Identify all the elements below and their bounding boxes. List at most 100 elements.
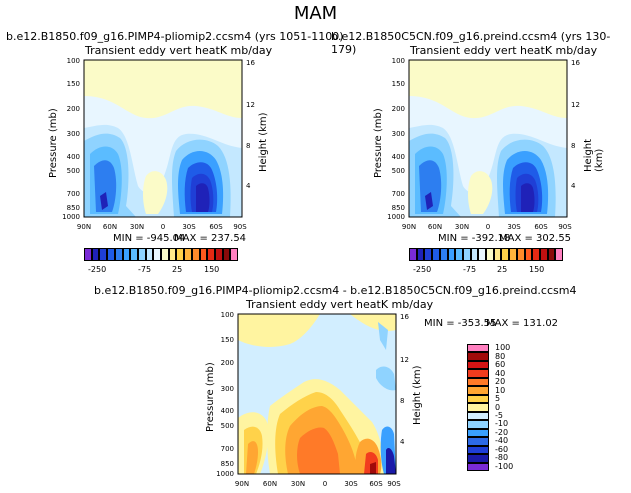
colorbar-swatch [467,445,489,455]
colorbar-swatch [467,394,489,404]
colorbar-swatch [524,248,533,261]
left-y2tick: 4 [246,182,251,190]
diff-y2tick: 4 [400,438,405,446]
right-ytick: 200 [392,105,405,113]
left-xtick: 90S [233,223,247,231]
diff-y2tick: 8 [400,397,404,405]
diff-y-ticks: 100 150 200 300 400 500 700 850 1000 [216,311,234,478]
diff-ytick: 100 [221,311,234,319]
diff-ytick: 200 [221,359,234,367]
left-ytick: 1000 [62,213,80,221]
colorbar-swatch [455,248,463,261]
left-min: MIN = -945.04 [113,233,186,244]
right-ytick: 700 [392,190,405,198]
diff-contour-field [238,314,396,474]
right-ytick: 1000 [387,213,405,221]
diff-xtick: 30S [344,480,358,488]
colorbar-swatch [222,248,231,261]
left-ylabel: Pressure (mb) [48,108,59,178]
colorbar-swatch [467,462,489,472]
diff-y2-ticks: 16 12 8 4 [400,313,409,446]
colorbar-swatch [416,248,425,261]
colorbar-label: 10 [495,385,506,395]
colorbar-swatch [547,248,556,261]
colorbar-swatch [145,248,154,261]
colorbar-swatch [470,248,479,261]
colorbar-swatch [409,248,417,261]
colorbar-swatch [99,248,108,261]
right-xtick: 0 [486,223,490,231]
right-run-title: b.e12.B1850C5CN.f09_g16.preind.ccsm4 (yr… [331,30,611,56]
colorbar-swatch [432,248,440,261]
diff-y2tick: 16 [400,313,409,321]
left-cb-label: -75 [138,265,152,274]
right-x-ticks: 90N 60N 30N 0 30S 60S 90S [402,223,572,231]
colorbar-swatch [130,248,138,261]
left-ytick: 400 [67,153,80,161]
left-colorbar [84,248,239,261]
right-y2tick: 4 [571,182,576,190]
colorbar-label: 80 [495,351,506,361]
left-plot: 100 150 200 300 400 500 700 850 1000 16 … [62,57,255,231]
left-y-ticks: 100 150 200 300 400 500 700 850 1000 [62,57,80,221]
left-y2label: Height (km) [258,112,269,172]
right-ytick: 100 [392,57,405,65]
right-ytick: 500 [392,167,405,175]
colorbar-label: -60 [495,444,509,454]
right-contour-field [409,60,567,217]
right-cb-label: -250 [413,265,432,274]
colorbar-swatch [467,344,489,353]
diff-max: MAX = 131.02 [486,318,559,329]
right-ytick: 400 [392,153,405,161]
right-y2tick: 16 [571,59,580,67]
left-xtick: 60N [103,223,117,231]
diff-xtick: 90N [235,480,249,488]
colorbar-label: 40 [495,368,506,378]
colorbar-swatch [539,248,548,261]
colorbar-swatch [424,248,433,261]
left-y2tick: 12 [246,101,255,109]
left-y2tick: 8 [246,142,250,150]
colorbar-label: -100 [495,461,514,471]
left-subtitle: Transient eddy vert heatK mb/day [85,44,273,57]
left-xtick: 30S [182,223,196,231]
left-ytick: 500 [67,167,80,175]
right-ylabel: Pressure (mb) [373,108,384,178]
colorbar-swatch [462,248,471,261]
diff-ytick: 400 [221,407,234,415]
colorbar-swatch [467,386,489,395]
figure-title: MAM [293,3,338,24]
right-y2-ticks: 16 12 8 4 [571,59,580,190]
colorbar-swatch [467,360,489,370]
colorbar-label: -5 [495,410,503,420]
diff-plot: 100 150 200 300 400 500 700 850 1000 16 … [216,311,409,488]
diff-xtick: 60N [263,480,277,488]
colorbar-swatch [107,248,115,261]
diff-run-title: b.e12.B1850.f09_g16.PIMP4-pliomip2.ccsm4… [94,284,577,297]
colorbar-swatch [532,248,540,261]
diff-ytick: 700 [221,445,234,453]
colorbar-swatch [199,248,208,261]
diff-y2tick: 12 [400,356,409,364]
colorbar-label: 100 [495,343,511,353]
colorbar-swatch [161,248,169,261]
colorbar-swatch [439,248,448,261]
diff-x-ticks: 90N 60N 30N 0 30S 60S 90S [235,480,401,488]
colorbar-swatch [114,248,123,261]
diff-ytick: 150 [221,336,234,344]
right-xtick: 60N [428,223,442,231]
right-xtick: 90N [402,223,416,231]
right-xtick: 60S [534,223,548,231]
colorbar-label: 20 [495,377,506,387]
colorbar-swatch [478,248,487,261]
left-cb-label: -250 [88,265,107,274]
left-ytick: 300 [67,130,80,138]
left-max: MAX = 237.54 [174,233,247,244]
colorbar-swatch [509,248,517,261]
right-colorbar [409,248,564,261]
colorbar-swatch [230,248,239,261]
colorbar-swatch [84,248,92,261]
right-y-ticks: 100 150 200 300 400 500 700 850 1000 [387,57,405,221]
right-xtick: 90S [558,223,572,231]
right-ytick: 150 [392,80,405,88]
